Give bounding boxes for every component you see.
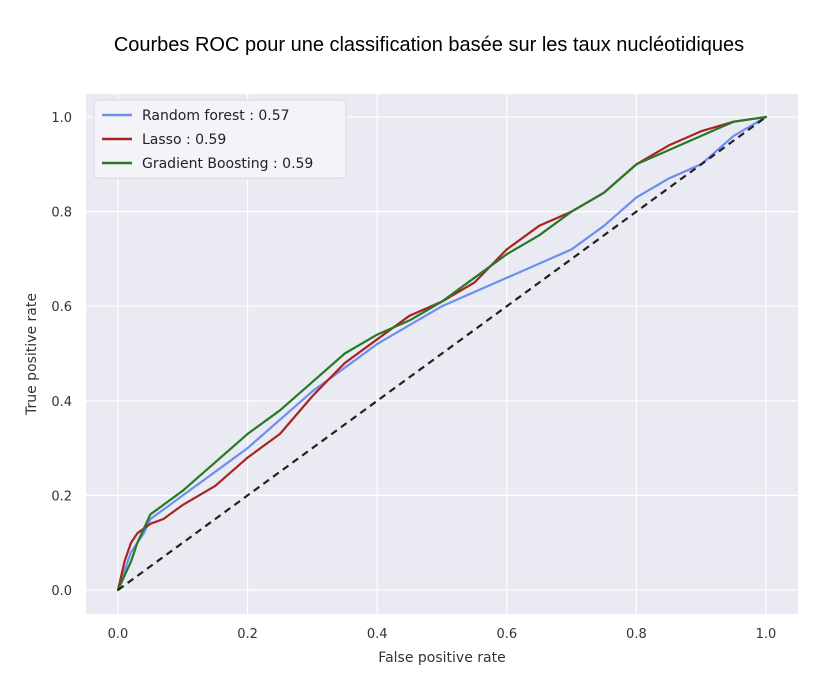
x-tick-label: 0.6 — [496, 627, 517, 642]
y-axis-label: True positive rate — [24, 293, 40, 416]
x-tick-label: 0.4 — [367, 627, 388, 642]
series-line-3 — [116, 115, 768, 592]
y-tick-label: 0.8 — [51, 206, 72, 221]
x-tick-label: 0.8 — [626, 627, 647, 642]
x-tick-label: 0.0 — [108, 627, 129, 642]
x-tick-labels: 0.0 0.2 0.4 0.6 0.8 1.0 — [108, 627, 777, 642]
reference-diagonal-line — [117, 116, 767, 591]
x-tick-label: 1.0 — [756, 627, 777, 642]
y-tick-label: 1.0 — [51, 111, 72, 126]
y-tick-labels: 0.0 0.2 0.4 0.6 0.8 1.0 — [51, 111, 72, 599]
series-line-1 — [116, 115, 768, 592]
legend-label: Gradient Boosting : 0.59 — [142, 156, 313, 172]
x-axis-label: False positive rate — [378, 650, 505, 666]
legend-label: Random forest : 0.57 — [142, 108, 290, 124]
y-tick-label: 0.4 — [51, 395, 72, 410]
x-tick-label: 0.2 — [237, 627, 258, 642]
y-tick-label: 0.6 — [51, 300, 72, 315]
y-tick-label: 0.0 — [51, 584, 72, 599]
grid-lines — [86, 94, 798, 614]
legend-label: Lasso : 0.59 — [142, 132, 226, 148]
chart-title: Courbes ROC pour une classification basé… — [113, 34, 745, 56]
legend: Random forest : 0.57 Lasso : 0.59 Gradient… — [93, 99, 347, 179]
legend-box — [93, 99, 347, 179]
y-tick-label: 0.2 — [51, 489, 72, 504]
series-layer — [116, 115, 768, 592]
